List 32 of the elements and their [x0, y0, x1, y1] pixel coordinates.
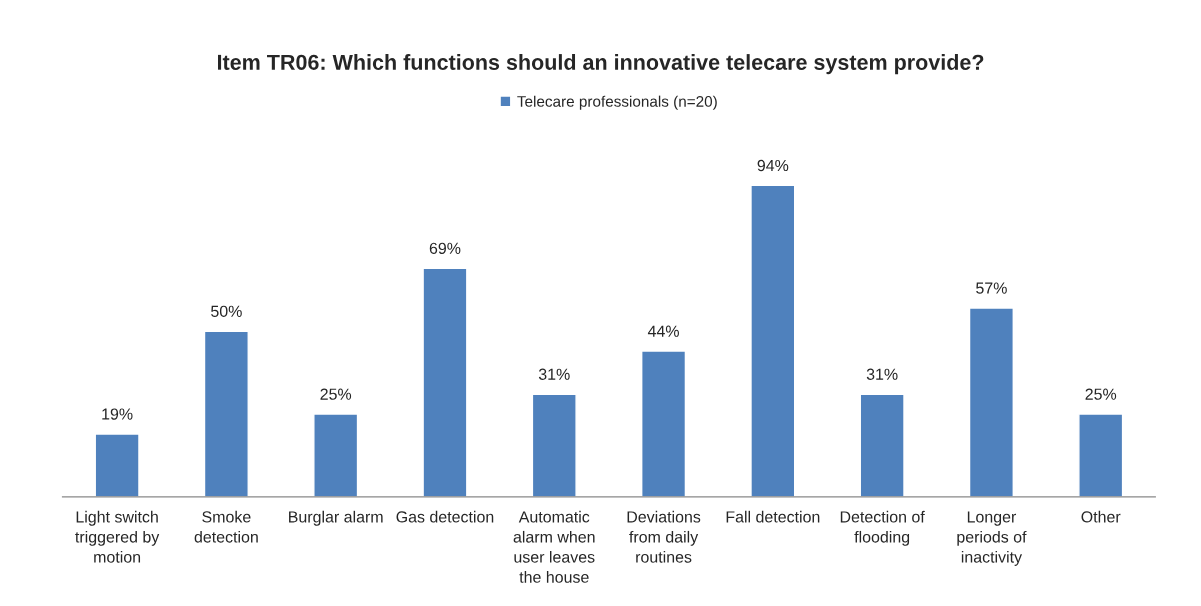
- x-tick-label: Automatic alarm when user leaves the house: [513, 510, 595, 583]
- data-label: 19%: [102, 408, 133, 420]
- legend-label: Telecare professionals (n=20): [517, 95, 717, 110]
- bar: [203, 330, 249, 497]
- bar: [640, 350, 687, 497]
- data-label: 25%: [320, 388, 352, 400]
- data-label: 44%: [647, 325, 679, 337]
- x-tick-label: Light switch triggered by motion: [75, 510, 160, 563]
- x-tick-label: Fall detection: [726, 510, 820, 523]
- x-tick-label: Longer periods of inactivity: [957, 511, 1027, 566]
- x-tick-label: Other: [1081, 510, 1121, 523]
- bar: [859, 393, 905, 497]
- data-label: 31%: [538, 368, 570, 380]
- bar: [1078, 413, 1124, 497]
- bar: [968, 307, 1014, 497]
- x-tick-label: Gas detection: [396, 510, 494, 523]
- data-label: 57%: [976, 282, 1007, 294]
- x-tick-label: Detection of flooding: [840, 510, 925, 546]
- x-tick-label: Smoke detection: [194, 510, 258, 543]
- data-label: 31%: [866, 368, 898, 380]
- chart-title: Item TR06: Which functions should an innovative telecare system provide?: [217, 54, 984, 75]
- data-label: 50%: [211, 305, 242, 317]
- x-tick-label: Deviations from daily routines: [627, 510, 701, 563]
- bar: [313, 413, 359, 497]
- data-label: 94%: [757, 159, 789, 172]
- x-tick-label: Burglar alarm: [289, 510, 383, 526]
- bar: [531, 393, 577, 497]
- data-label: 69%: [429, 242, 461, 254]
- bar: [750, 184, 796, 497]
- bar: [422, 267, 468, 497]
- bar: [94, 433, 140, 497]
- data-label: 25%: [1085, 388, 1117, 400]
